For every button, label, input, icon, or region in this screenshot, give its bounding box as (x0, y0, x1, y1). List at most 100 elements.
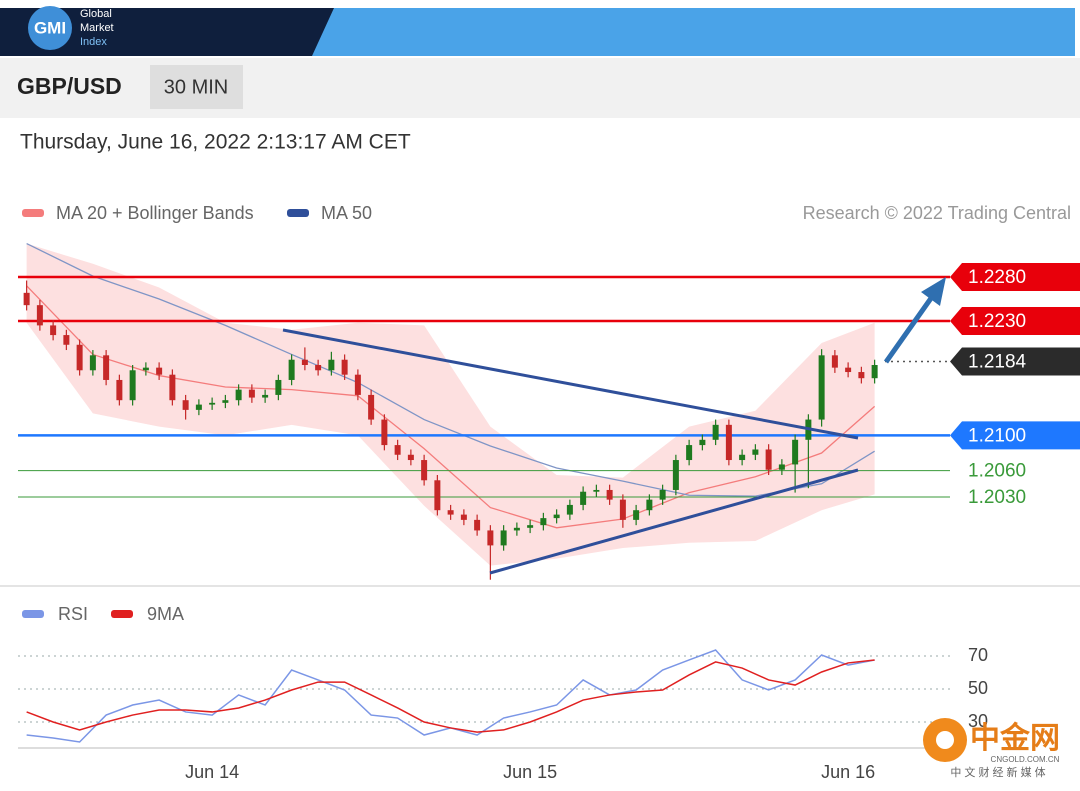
rsi-chart: 30 50 70 RSI 9MA (18, 604, 988, 743)
level-tag (950, 263, 1080, 291)
candle-body (540, 518, 547, 526)
candle-body (76, 344, 83, 371)
candle-body (619, 499, 626, 520)
candle-body (354, 374, 361, 395)
candle-body (341, 359, 348, 375)
candle-body (725, 424, 732, 461)
y-tick-label: 70 (968, 645, 988, 665)
level-label: 1.2060 (968, 461, 1026, 482)
logo-circle (28, 6, 72, 50)
legend-label: MA 20 + Bollinger Bands (56, 203, 254, 223)
watermark-tagline: 中 文 财 经 新 媒 体 (950, 765, 1045, 779)
candle-body (182, 400, 189, 410)
candle-body (593, 489, 600, 492)
y-tick-label: 50 (968, 678, 988, 698)
brand: Global (80, 8, 112, 20)
header-brand-band (0, 8, 334, 56)
candle-body (421, 460, 428, 481)
candle-body (527, 525, 534, 528)
candle-body (792, 439, 799, 465)
candle-body (315, 365, 322, 371)
candle-body (672, 460, 679, 490)
candle-body (63, 335, 70, 345)
candle-body (474, 519, 481, 531)
candle-body (434, 480, 441, 511)
candle-body (368, 394, 375, 420)
x-tick-label: Jun 14 (185, 762, 239, 782)
candle-body (686, 445, 693, 461)
level-tag (950, 307, 1080, 335)
trend-line (282, 328, 859, 440)
candle-body (831, 355, 838, 368)
candle-body (328, 359, 335, 371)
level-label: 1.2184 (968, 351, 1027, 372)
logo: GMI (34, 18, 66, 37)
candle-body (845, 367, 852, 373)
candle-body (566, 504, 573, 515)
candle-body (712, 424, 719, 440)
candle-body (818, 355, 825, 420)
candle-body (235, 389, 242, 401)
candle-body (195, 404, 202, 410)
level-label: 1.2100 (968, 425, 1026, 446)
candle-body (699, 439, 706, 446)
watermark-logo-inner (936, 731, 954, 749)
datetime: Thursday, June 16, 2022 2:13:17 AM CET (20, 131, 411, 154)
legend-label: MA 50 (321, 203, 372, 223)
level-label: 1.2230 (968, 311, 1026, 332)
candle-body (606, 489, 613, 500)
watermark-name: 中金网 (970, 721, 1060, 755)
candle-body (262, 394, 269, 398)
watermark-url: CNGOLD.COM.CN (991, 755, 1060, 764)
interval-button[interactable] (150, 65, 243, 109)
candle-body (765, 449, 772, 470)
trend-line (489, 468, 859, 575)
candle-body (169, 374, 176, 401)
y-tick-label: 30 (968, 711, 988, 731)
candle-body (116, 379, 123, 401)
symbol: GBP/USD (17, 73, 122, 99)
legend-marker (111, 610, 133, 618)
brand: Index (80, 36, 107, 48)
candle-body (381, 419, 388, 446)
candle-body (301, 359, 308, 365)
legend-label: 9MA (147, 604, 184, 624)
candle-body (36, 305, 43, 326)
interval[interactable]: 30 MIN (164, 76, 228, 98)
candle-body (487, 530, 494, 546)
legend-marker (287, 209, 309, 217)
legend-marker (22, 209, 44, 217)
candle-body (580, 491, 587, 505)
candle-body (89, 355, 96, 371)
level-label: 1.2280 (968, 267, 1026, 288)
x-tick-label: Jun 16 (821, 762, 875, 782)
candle-body (752, 449, 759, 455)
candle-body (248, 389, 255, 398)
candle-body (871, 365, 878, 379)
credit: Research © 2022 Trading Central (803, 203, 1071, 223)
candle-body (142, 367, 149, 371)
legend-label: RSI (58, 604, 88, 624)
candle-body (447, 510, 454, 515)
candle-body (553, 514, 560, 519)
candle-body (288, 359, 295, 380)
candle-body (103, 355, 110, 380)
candle-body (394, 445, 401, 455)
candle-body (460, 514, 467, 520)
candle-body (156, 367, 163, 375)
brand: Market (80, 22, 114, 34)
candle-body (739, 454, 746, 461)
forecast-arrow (883, 292, 937, 364)
candle-body (209, 402, 216, 405)
candle-body (633, 510, 640, 520)
candle-body (513, 527, 520, 531)
price-chart: MA 20 + Bollinger Bands MA 50 1.2280 1.2230… (18, 203, 1080, 580)
candle-body (50, 325, 57, 336)
legend-marker (22, 610, 44, 618)
candle-body (222, 400, 229, 403)
candle-body (659, 489, 666, 500)
ma-line (26, 242, 875, 497)
forecast-arrowhead (921, 277, 946, 306)
